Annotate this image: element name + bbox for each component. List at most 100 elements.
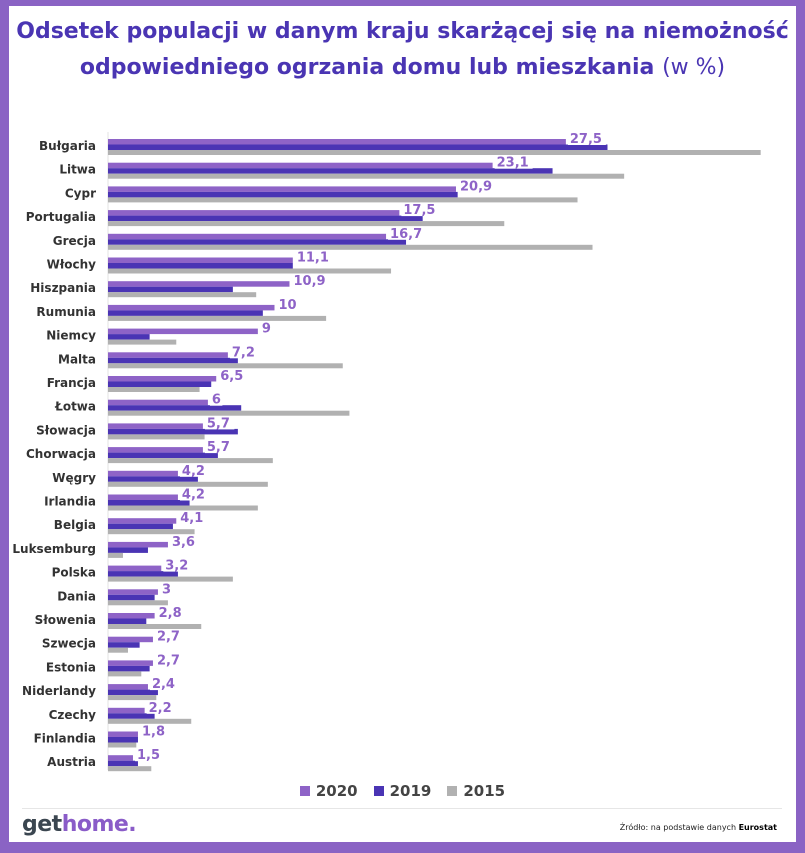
bar-2015 xyxy=(108,410,350,416)
data-label: 9 xyxy=(262,322,271,337)
label-bg xyxy=(401,204,440,217)
label-bg xyxy=(146,701,177,714)
bar-2020 xyxy=(108,162,493,169)
label-bg xyxy=(294,251,333,264)
data-label: 5,7 xyxy=(207,416,230,431)
category-label: Irlandia xyxy=(44,495,96,509)
label-bg xyxy=(179,488,210,501)
data-label: 2,7 xyxy=(157,653,180,668)
label-bg xyxy=(494,156,533,169)
category-label: Łotwa xyxy=(54,400,96,414)
bar-2020 xyxy=(108,731,138,737)
logo-part2: home. xyxy=(61,812,137,837)
legend-item-2020: 2020 xyxy=(299,782,358,800)
bar-2015 xyxy=(108,742,137,748)
category-label: Polska xyxy=(52,566,96,580)
logo-part1: get xyxy=(22,812,62,837)
bar-2020 xyxy=(108,565,162,572)
bar-2015 xyxy=(108,718,192,724)
bar-2019 xyxy=(108,428,238,435)
bar-2019 xyxy=(108,689,158,696)
data-label: 1,8 xyxy=(142,725,165,740)
bar-2015 xyxy=(108,292,257,298)
category-label: Hiszpania xyxy=(30,281,96,295)
bar-2015 xyxy=(108,221,505,227)
bar-2015 xyxy=(108,315,327,321)
bar-2015 xyxy=(108,387,200,392)
bar-2020 xyxy=(108,233,387,240)
source-name: Eurostat xyxy=(738,823,777,832)
bar-2019 xyxy=(108,144,608,150)
bar-2015 xyxy=(108,647,128,653)
label-bg xyxy=(259,322,273,335)
label-bg xyxy=(134,749,165,762)
bar-2015 xyxy=(108,434,205,440)
bar-2019 xyxy=(108,334,150,340)
bar-2015 xyxy=(108,671,142,677)
label-bg xyxy=(169,535,200,548)
category-label: Niderlandy xyxy=(22,684,96,698)
chart-title: Odsetek populacji w danym kraju skarżące… xyxy=(0,14,805,86)
label-bg xyxy=(457,180,496,193)
bar-2020 xyxy=(108,399,208,406)
bar-2020 xyxy=(108,494,178,500)
data-label: 23,1 xyxy=(497,156,529,171)
label-bg xyxy=(218,370,248,382)
legend-label: 2015 xyxy=(463,782,506,800)
bar-2020 xyxy=(108,352,228,358)
bar-2019 xyxy=(108,357,238,364)
bar-2019 xyxy=(108,547,148,553)
label-bg xyxy=(178,512,208,525)
bar-2020 xyxy=(108,470,178,477)
title-text: Odsetek populacji w danym kraju skarżące… xyxy=(16,19,789,80)
bar-2015 xyxy=(108,529,195,535)
category-label: Finlandia xyxy=(34,732,96,746)
bar-2019 xyxy=(108,760,138,767)
category-label: Słowenia xyxy=(35,613,96,627)
bar-2019 xyxy=(108,239,407,245)
data-label: 4,2 xyxy=(182,488,205,503)
bar-2019 xyxy=(108,263,293,269)
bar-2019 xyxy=(108,191,458,198)
category-label: Cypr xyxy=(65,186,96,200)
data-label: 10 xyxy=(279,298,297,313)
bar-2020 xyxy=(108,589,158,595)
label-bg xyxy=(139,725,170,738)
data-label: 16,7 xyxy=(390,227,422,242)
category-label: Czechy xyxy=(49,708,97,722)
category-label: Portugalia xyxy=(26,210,96,224)
bar-2015 xyxy=(108,197,578,203)
bar-2015 xyxy=(108,600,168,606)
bar-2020 xyxy=(108,755,133,761)
bar-2020 xyxy=(108,281,290,287)
data-label: 3,2 xyxy=(165,559,188,574)
category-label: Chorwacja xyxy=(26,447,96,461)
data-label: 3 xyxy=(162,582,171,597)
legend-swatch xyxy=(299,786,310,796)
bar-2015 xyxy=(108,481,268,487)
data-label: 4,2 xyxy=(182,464,205,479)
bar-2020 xyxy=(108,304,275,311)
data-label: 6 xyxy=(212,393,221,408)
legend-item-2019: 2019 xyxy=(373,782,432,800)
category-label: Estonia xyxy=(46,660,96,674)
label-bg xyxy=(276,298,298,311)
bar-2019 xyxy=(108,737,138,743)
source-note: Źródło: na podstawie danych Eurostat xyxy=(620,823,777,832)
bar-2019 xyxy=(108,665,150,672)
bar-2019 xyxy=(108,594,155,601)
data-label: 7,2 xyxy=(232,345,255,360)
data-label: 10,9 xyxy=(293,274,325,289)
label-bg xyxy=(163,559,193,572)
gethome-logo: gethome. xyxy=(22,812,137,837)
bar-2020 xyxy=(108,257,293,263)
category-label: Włochy xyxy=(47,258,97,272)
bar-2019 xyxy=(108,405,242,411)
data-label: 2,4 xyxy=(152,677,175,692)
bar-2019 xyxy=(108,642,140,648)
bar-2015 xyxy=(108,552,123,558)
legend-label: 2019 xyxy=(389,782,432,800)
category-label: Rumunia xyxy=(36,305,96,319)
bar-2020 xyxy=(108,541,168,548)
